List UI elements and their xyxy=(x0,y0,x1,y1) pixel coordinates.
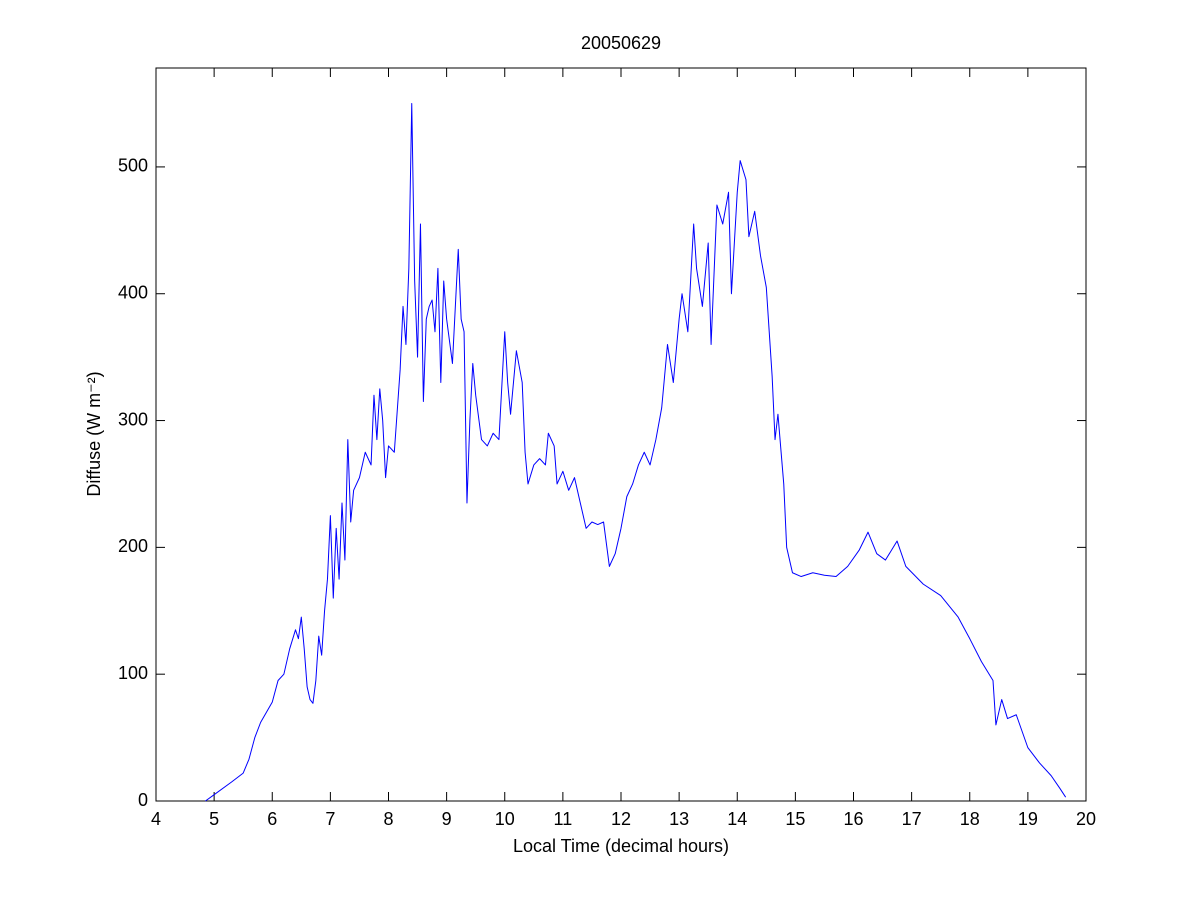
x-tick-label: 4 xyxy=(151,809,161,829)
x-tick-label: 10 xyxy=(495,809,515,829)
x-tick-label: 20 xyxy=(1076,809,1096,829)
chart-title: 20050629 xyxy=(581,33,661,53)
x-tick-label: 7 xyxy=(325,809,335,829)
y-tick-label: 100 xyxy=(118,663,148,683)
y-tick-label: 300 xyxy=(118,409,148,429)
x-tick-label: 5 xyxy=(209,809,219,829)
x-tick-label: 12 xyxy=(611,809,631,829)
x-tick-label: 19 xyxy=(1018,809,1038,829)
x-tick-label: 16 xyxy=(843,809,863,829)
x-tick-label: 13 xyxy=(669,809,689,829)
y-axis-label: Diffuse (W m⁻²) xyxy=(84,371,104,496)
x-tick-label: 8 xyxy=(383,809,393,829)
axes xyxy=(155,68,1087,802)
y-tick-label: 200 xyxy=(118,536,148,556)
x-tick-label: 18 xyxy=(960,809,980,829)
x-tick-label: 17 xyxy=(902,809,922,829)
x-tick-label: 15 xyxy=(785,809,805,829)
x-tick-label: 14 xyxy=(727,809,747,829)
y-tick-label: 400 xyxy=(118,282,148,302)
data-line xyxy=(205,103,1067,802)
x-tick-label: 6 xyxy=(267,809,277,829)
x-tick-label: 9 xyxy=(442,809,452,829)
y-tick-label: 500 xyxy=(118,156,148,176)
x-tick-label: 11 xyxy=(554,809,573,829)
plot-frame xyxy=(155,67,1087,802)
x-axis-label: Local Time (decimal hours) xyxy=(513,836,729,856)
y-tick-label: 0 xyxy=(138,790,148,810)
